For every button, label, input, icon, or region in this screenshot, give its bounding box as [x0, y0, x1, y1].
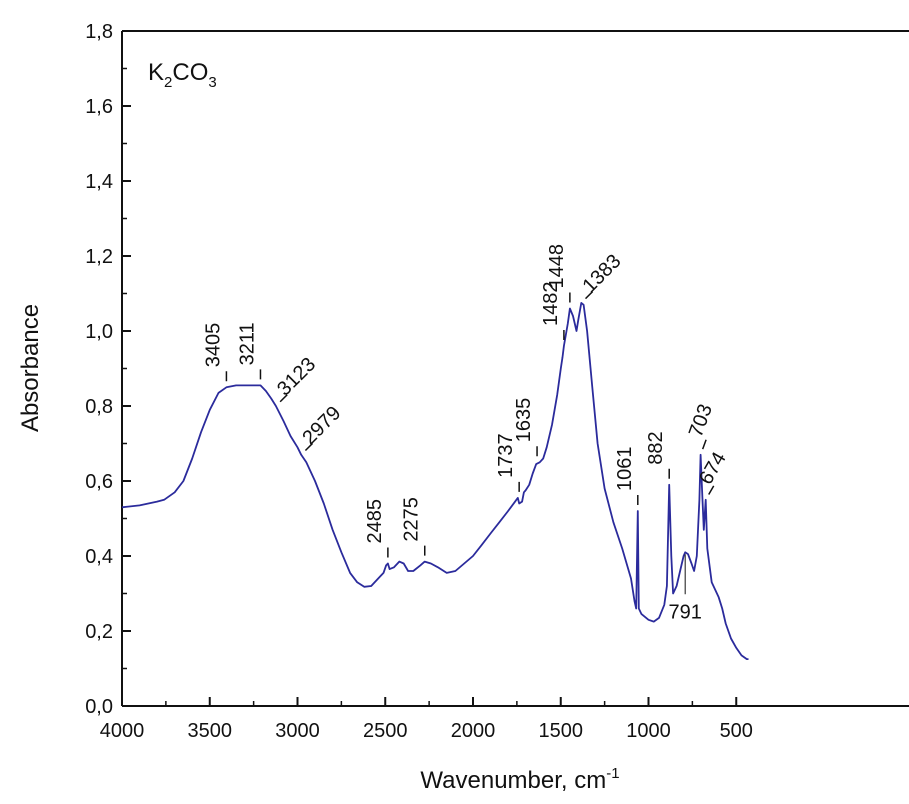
sample-label-mid: CO [172, 59, 208, 86]
y-axis-label: Absorbance [17, 304, 44, 432]
x-tick-label: 1000 [626, 720, 671, 742]
x-tick-label: 2500 [363, 720, 408, 742]
peak-tick-mark [701, 439, 707, 450]
peak-label: 1737 [495, 433, 517, 478]
peak-label: 3211 [237, 322, 259, 365]
x-tick-label: 1500 [539, 720, 584, 742]
series-layer [121, 302, 749, 660]
peak-label: 3405 [202, 323, 224, 368]
peak-label: 1635 [513, 398, 535, 443]
y-tick-label: 0,0 [85, 696, 113, 718]
y-tick-label: 0,6 [85, 471, 113, 493]
y-tick-label: 0,4 [85, 546, 113, 568]
peak-label: 882 [645, 431, 667, 464]
svg-text:K2CO3: K2CO3 [148, 59, 217, 91]
y-tick-label: 1,0 [85, 321, 113, 343]
y-tick-label: 1,8 [85, 21, 113, 43]
y-tick-label: 1,6 [85, 96, 113, 118]
y-tick-label: 1,4 [85, 171, 113, 193]
peak-label: 1061 [614, 447, 636, 492]
x-tick-label: 3500 [188, 720, 233, 742]
peak-tick-mark [708, 485, 715, 495]
plot-frame [121, 30, 909, 707]
peak-label: 2485 [364, 499, 386, 544]
sample-label-sub2: 3 [208, 74, 216, 91]
x-axis-label-text: Wavenumber, cm [420, 767, 606, 794]
x-tick-label: 500 [720, 720, 753, 742]
x-axis-label-sup: -1 [606, 765, 619, 782]
peak-tick-mark [304, 442, 314, 452]
peak-label: 3123 [273, 353, 320, 400]
sample-label: K2CO3 [148, 59, 217, 91]
peak-tick-mark [279, 394, 288, 403]
spectrum-line [121, 302, 749, 660]
y-tick-label: 1,2 [85, 246, 113, 268]
sample-label-sub1: 2 [164, 74, 172, 91]
axis-ticks: 4000 3500 3000 2500 2000 1500 1000 500 0,0 0,2 0,4… [85, 21, 753, 742]
y-tick-label: 0,2 [85, 621, 113, 643]
peak-label: 1482 [540, 282, 562, 327]
x-axis-label: Wavenumber, cm-1 [420, 765, 619, 794]
x-tick-label: 2000 [451, 720, 496, 742]
peak-label: 1383 [578, 250, 625, 297]
peak-label: 2979 [298, 402, 345, 449]
peak-label: 1448 [546, 244, 568, 289]
peak-tick-mark [584, 291, 594, 300]
x-tick-label: 4000 [100, 720, 145, 742]
x-tick-label: 3000 [275, 720, 320, 742]
sample-label-base: K [148, 59, 164, 86]
peak-label: 791 [668, 601, 701, 623]
y-tick-label: 0,8 [85, 396, 113, 418]
peak-label: 2275 [401, 497, 423, 542]
peak-label: 703 [685, 401, 717, 440]
